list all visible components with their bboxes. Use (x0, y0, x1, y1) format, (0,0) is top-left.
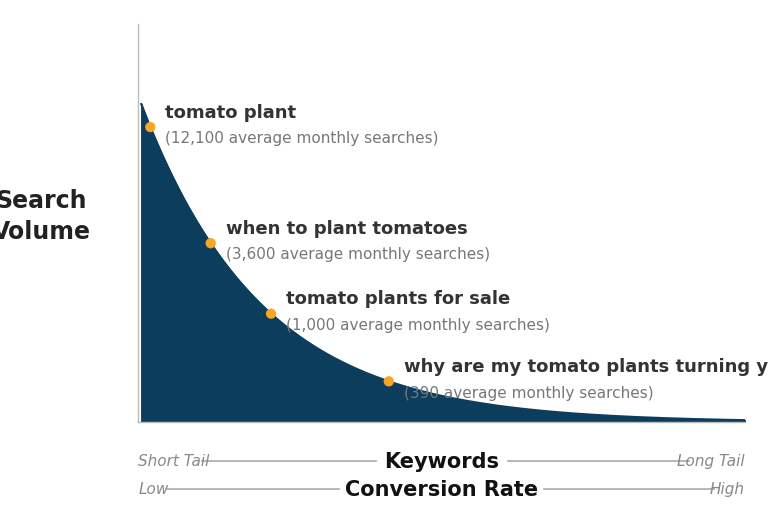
Text: when to plant tomatoes: when to plant tomatoes (226, 219, 468, 237)
Text: (12,100 average monthly searches): (12,100 average monthly searches) (165, 131, 439, 146)
Text: Low: Low (138, 481, 169, 496)
Text: tomato plant: tomato plant (165, 103, 296, 122)
Text: High: High (710, 481, 745, 496)
Text: Keywords: Keywords (384, 450, 499, 471)
Text: (390 average monthly searches): (390 average monthly searches) (404, 385, 654, 400)
Text: Long Tail: Long Tail (677, 453, 745, 468)
Point (265, 310, 277, 318)
Text: (3,600 average monthly searches): (3,600 average monthly searches) (226, 247, 490, 262)
Text: (1,000 average monthly searches): (1,000 average monthly searches) (286, 317, 550, 332)
Text: Short Tail: Short Tail (138, 453, 210, 468)
Text: Conversion Rate: Conversion Rate (345, 478, 538, 499)
Text: Search
Volume: Search Volume (0, 188, 91, 244)
Point (144, 124, 157, 132)
Text: why are my tomato plants turning yellow: why are my tomato plants turning yellow (404, 357, 768, 375)
Point (204, 240, 217, 248)
Text: tomato plants for sale: tomato plants for sale (286, 290, 511, 308)
Point (382, 378, 395, 386)
